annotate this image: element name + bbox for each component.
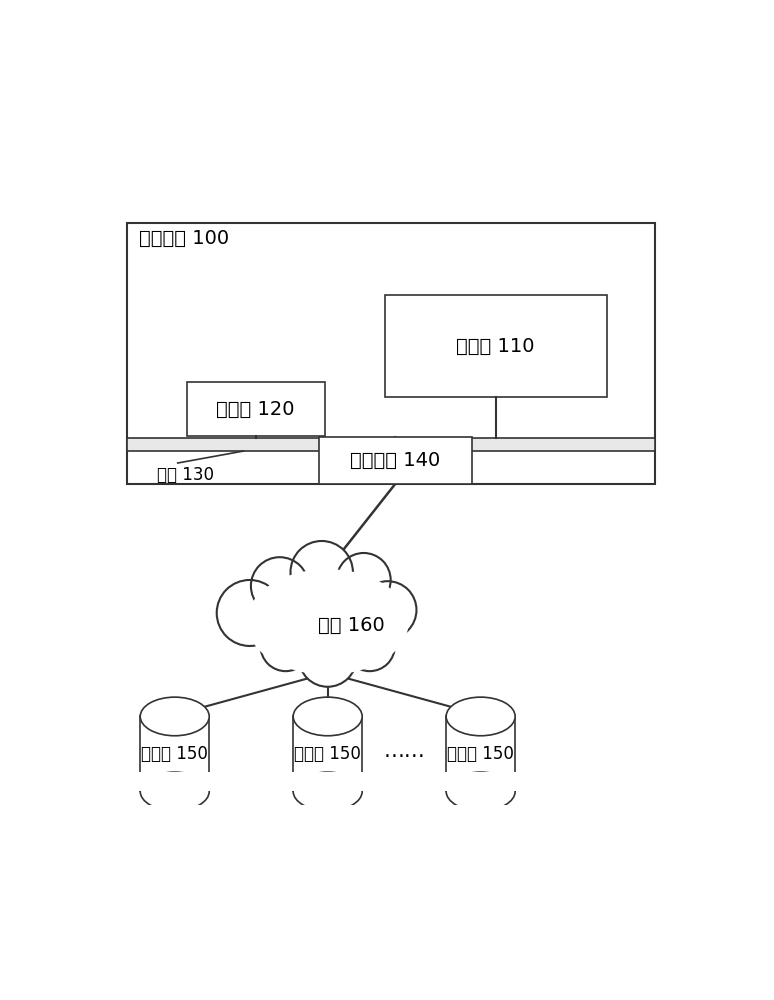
Text: 数据库 150: 数据库 150	[447, 745, 514, 763]
Text: 网络 160: 网络 160	[318, 615, 385, 634]
Ellipse shape	[140, 697, 209, 736]
Circle shape	[290, 541, 353, 603]
Circle shape	[217, 580, 283, 646]
Text: 数据库 150: 数据库 150	[294, 745, 361, 763]
Ellipse shape	[140, 772, 209, 811]
Bar	[293, 716, 362, 791]
Bar	[319, 437, 471, 484]
Bar	[445, 772, 516, 791]
Bar	[127, 223, 655, 484]
Text: 处理器 120: 处理器 120	[217, 400, 295, 419]
Bar	[187, 382, 325, 436]
Bar	[292, 772, 363, 791]
Bar	[446, 716, 515, 791]
Circle shape	[337, 553, 391, 607]
Ellipse shape	[446, 772, 515, 811]
Circle shape	[344, 621, 395, 671]
Ellipse shape	[446, 697, 515, 736]
Text: ……: ……	[383, 741, 425, 761]
Bar	[385, 295, 607, 397]
Bar	[140, 716, 209, 791]
Bar	[139, 772, 211, 791]
Text: 计算设备 100: 计算设备 100	[139, 229, 229, 248]
Text: 接入设备 140: 接入设备 140	[350, 451, 440, 470]
Text: 总线 130: 总线 130	[156, 466, 214, 484]
Circle shape	[251, 557, 309, 615]
Text: 数据库 150: 数据库 150	[142, 745, 208, 763]
Circle shape	[359, 581, 416, 639]
Bar	[127, 438, 655, 451]
Ellipse shape	[293, 772, 362, 811]
Circle shape	[261, 621, 311, 671]
Ellipse shape	[293, 697, 362, 736]
Text: 存储器 110: 存储器 110	[457, 337, 535, 356]
Circle shape	[299, 629, 357, 687]
Ellipse shape	[247, 569, 409, 675]
